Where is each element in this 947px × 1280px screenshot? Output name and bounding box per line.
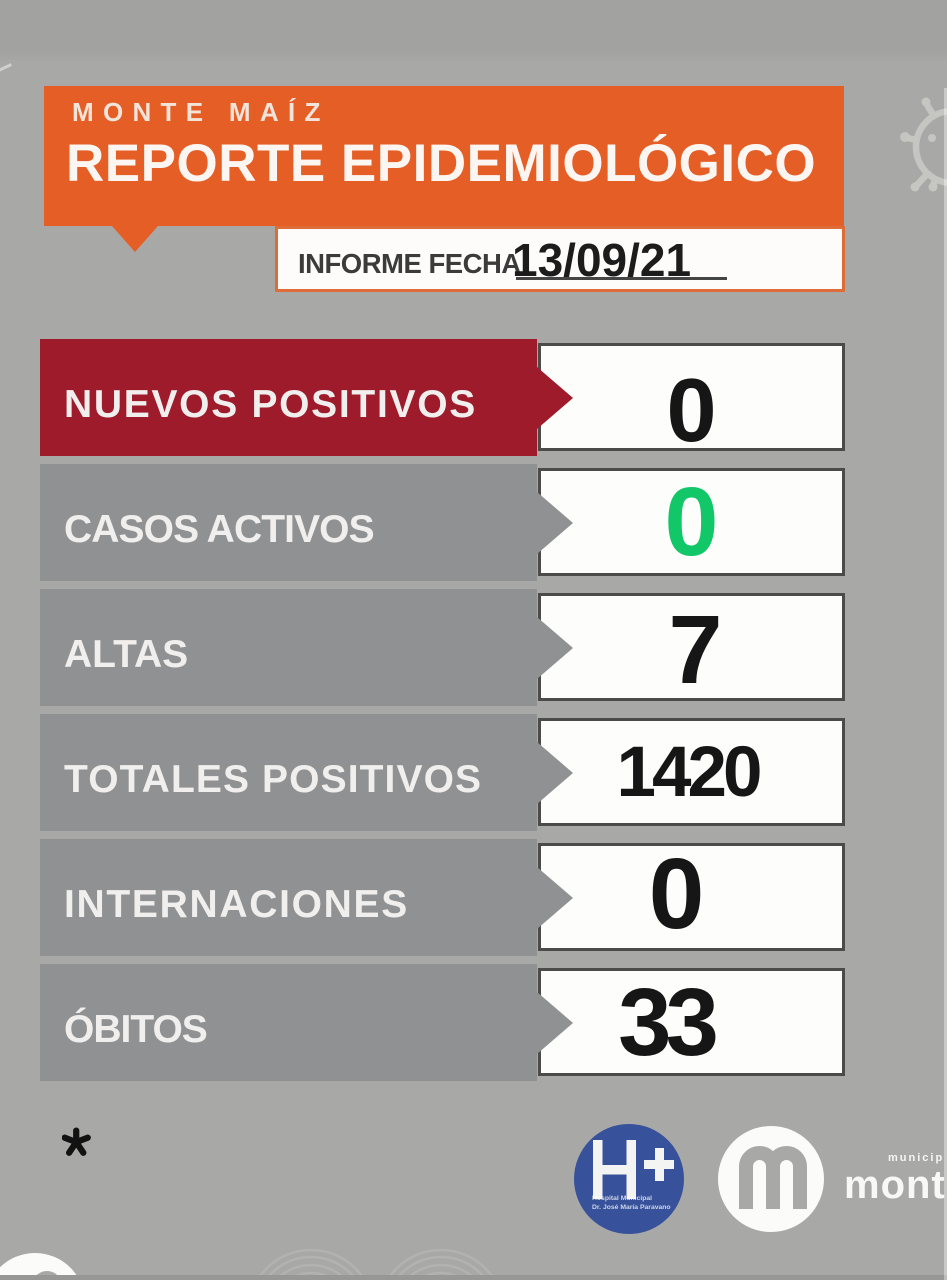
svg-text:Dr. José María Paravano: Dr. José María Paravano (592, 1204, 671, 1211)
svg-text:Hospital Municipal: Hospital Municipal (592, 1195, 652, 1202)
